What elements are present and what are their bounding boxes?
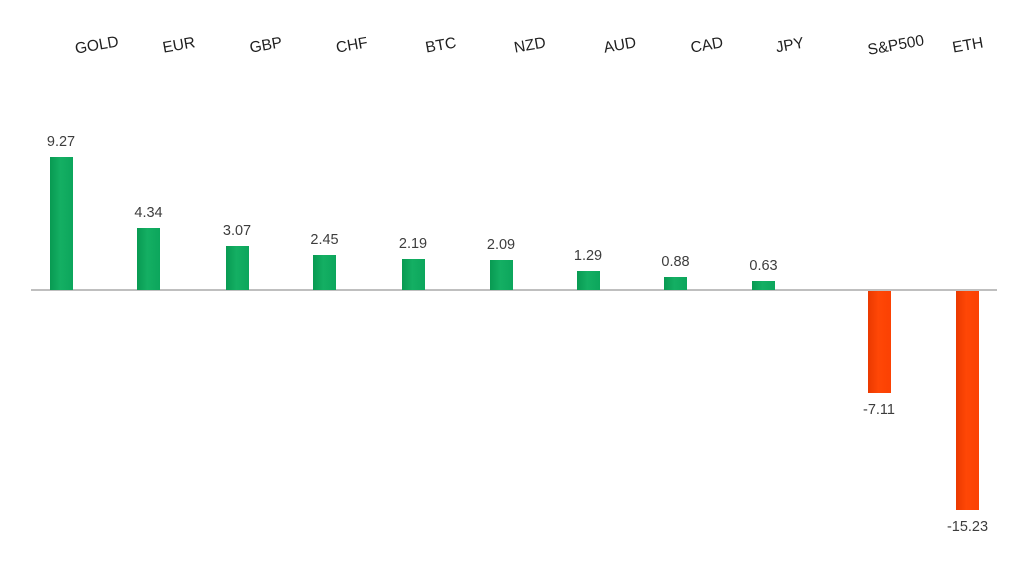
value-label-cad: 0.88 [661,254,690,270]
category-label-sp500: S&P500 [866,32,926,59]
value-label-gold: 9.27 [46,134,76,150]
category-label-gbp: GBP [248,34,284,57]
bar-btc [401,259,425,290]
bar-aud [576,271,600,290]
bar-jpy [752,281,775,290]
value-label-aud: 1.29 [573,248,603,264]
bar-eur [137,228,160,290]
x-axis-line [31,289,997,291]
value-label-chf: 2.45 [310,232,339,248]
bar-cad [664,277,687,290]
value-label-jpy: 0.63 [749,258,778,274]
bar-sp500 [867,291,891,393]
value-label-eth: -15.23 [946,519,989,535]
bar-gbp [225,246,249,290]
value-label-eur: 4.34 [134,205,163,221]
category-label-gold: GOLD [73,33,121,58]
value-label-btc: 2.19 [398,236,428,252]
category-label-nzd: NZD [512,34,548,57]
category-label-jpy: JPY [774,34,806,57]
value-label-sp500: -7.11 [863,402,895,418]
bar-eth [956,291,979,510]
category-label-aud: AUD [602,34,638,57]
category-label-cad: CAD [689,34,725,57]
bar-gold [49,157,73,290]
value-label-nzd: 2.09 [486,237,516,253]
category-label-eth: ETH [951,34,985,57]
bar-nzd [489,260,513,290]
value-label-gbp: 3.07 [222,223,252,239]
category-label-btc: BTC [424,34,458,57]
bar-chf [313,255,336,290]
category-label-eur: EUR [161,34,197,57]
category-label-chf: CHF [334,34,370,57]
